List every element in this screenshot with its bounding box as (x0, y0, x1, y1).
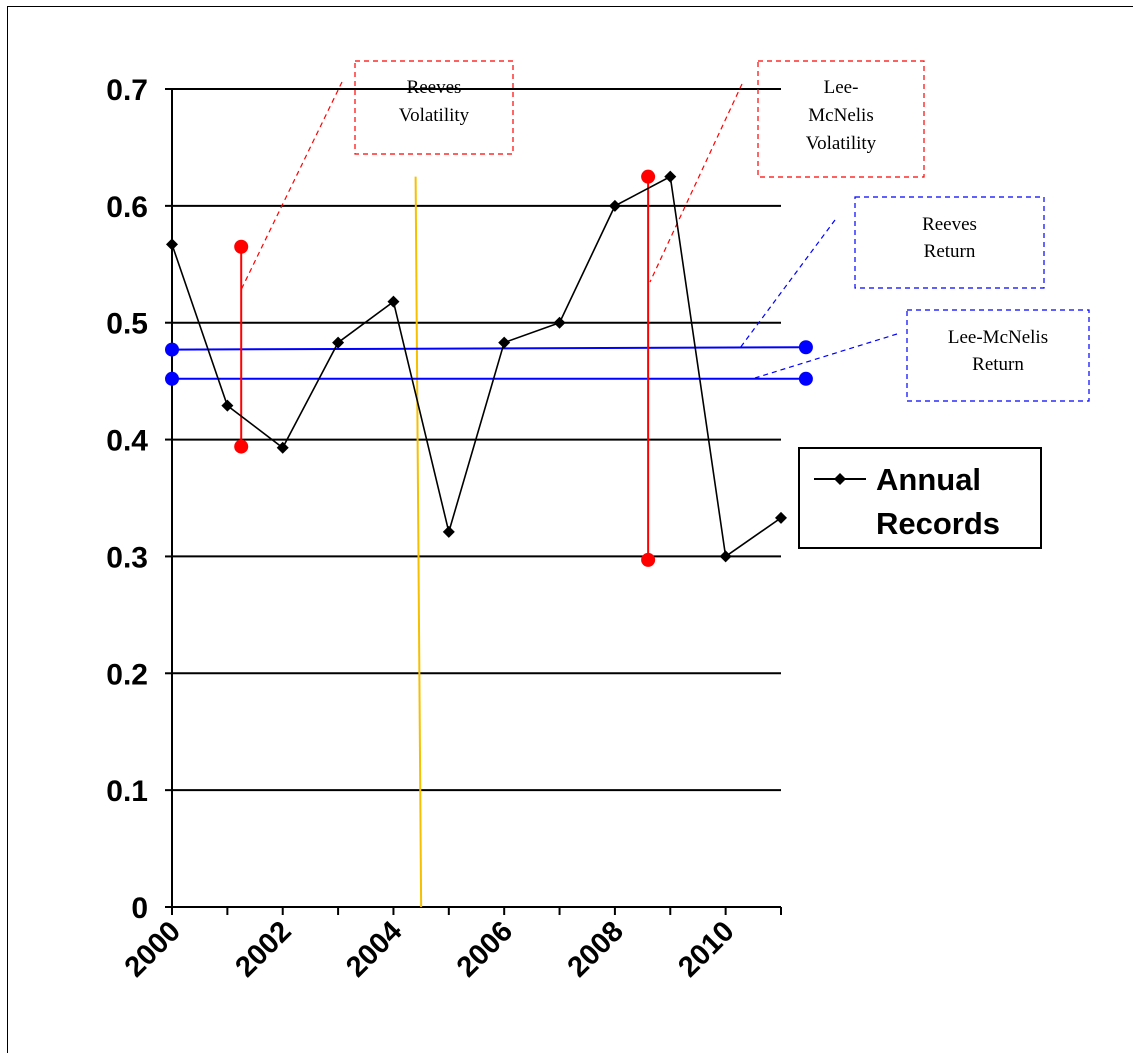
volatility-label: Reeves (407, 77, 462, 98)
reference-line-end-dot (798, 340, 813, 355)
data-point (775, 511, 787, 524)
reference-label-box (854, 196, 1045, 289)
volatility-high-dot (234, 239, 249, 254)
marker-line (414, 176, 423, 908)
y-tick-label: 0.2 (106, 658, 148, 691)
data-point (664, 170, 677, 183)
x-tick-label: 2002 (229, 915, 297, 983)
x-tick-label: 2006 (451, 915, 519, 983)
reference-leader-line (739, 219, 836, 349)
legend-label: Records (876, 506, 1000, 541)
reference-label: Reeves (922, 214, 977, 235)
volatility-label: McNelis (808, 105, 873, 126)
y-tick-label: 0.6 (106, 191, 148, 224)
x-tick-label: 2008 (562, 915, 630, 983)
y-tick-label: 0.1 (106, 775, 148, 808)
data-point (276, 441, 289, 454)
legend-label: Annual (876, 462, 981, 497)
x-tick-label: 2004 (340, 915, 408, 983)
y-tick-label: 0 (131, 892, 148, 925)
reference-line-start-dot (165, 342, 179, 357)
reference-line (171, 346, 806, 351)
series-line (171, 175, 782, 558)
legend-box (798, 447, 1042, 549)
reference-label: Return (924, 241, 976, 262)
volatility-label-box (757, 60, 925, 178)
data-point (608, 199, 621, 212)
figure-frame (7, 6, 1133, 1053)
y-tick-label: 0.4 (106, 425, 148, 458)
data-point (442, 525, 455, 538)
volatility-leader-line (240, 81, 343, 291)
data-point (166, 238, 178, 251)
x-tick-label: 2010 (672, 915, 740, 983)
volatility-label: Volatility (399, 105, 470, 126)
volatility-low-dot (641, 552, 656, 567)
data-point (719, 550, 732, 563)
y-tick-label: 0.7 (106, 74, 148, 107)
data-point (332, 336, 345, 349)
volatility-label: Lee- (824, 77, 859, 98)
y-tick-label: 0.3 (106, 541, 148, 574)
data-point (498, 336, 511, 349)
volatility-label: Volatility (806, 133, 877, 154)
reference-label-box (906, 309, 1090, 402)
x-tick-label: 2000 (119, 915, 187, 983)
volatility-low-dot (234, 439, 249, 454)
reference-label: Lee-McNelis (948, 327, 1048, 348)
reference-label: Return (972, 354, 1024, 375)
reference-line-start-dot (165, 371, 179, 386)
y-tick-label: 0.5 (106, 308, 148, 341)
reference-line-end-dot (798, 371, 813, 386)
volatility-high-dot (641, 169, 656, 184)
data-point (387, 295, 400, 308)
data-point (221, 399, 234, 412)
legend-marker-swatch (834, 473, 846, 485)
reference-leader-line (754, 333, 898, 379)
data-point (553, 316, 566, 329)
volatility-leader-line (649, 83, 743, 283)
